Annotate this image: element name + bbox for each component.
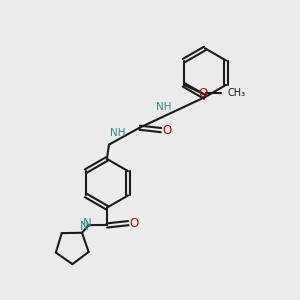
Text: O: O [162, 124, 172, 136]
Text: NH: NH [156, 102, 171, 112]
Text: CH₃: CH₃ [227, 88, 245, 98]
Text: O: O [198, 87, 208, 100]
Text: O: O [130, 217, 139, 230]
Text: NH: NH [110, 128, 125, 138]
Text: N: N [80, 220, 88, 233]
Text: N: N [83, 217, 92, 230]
